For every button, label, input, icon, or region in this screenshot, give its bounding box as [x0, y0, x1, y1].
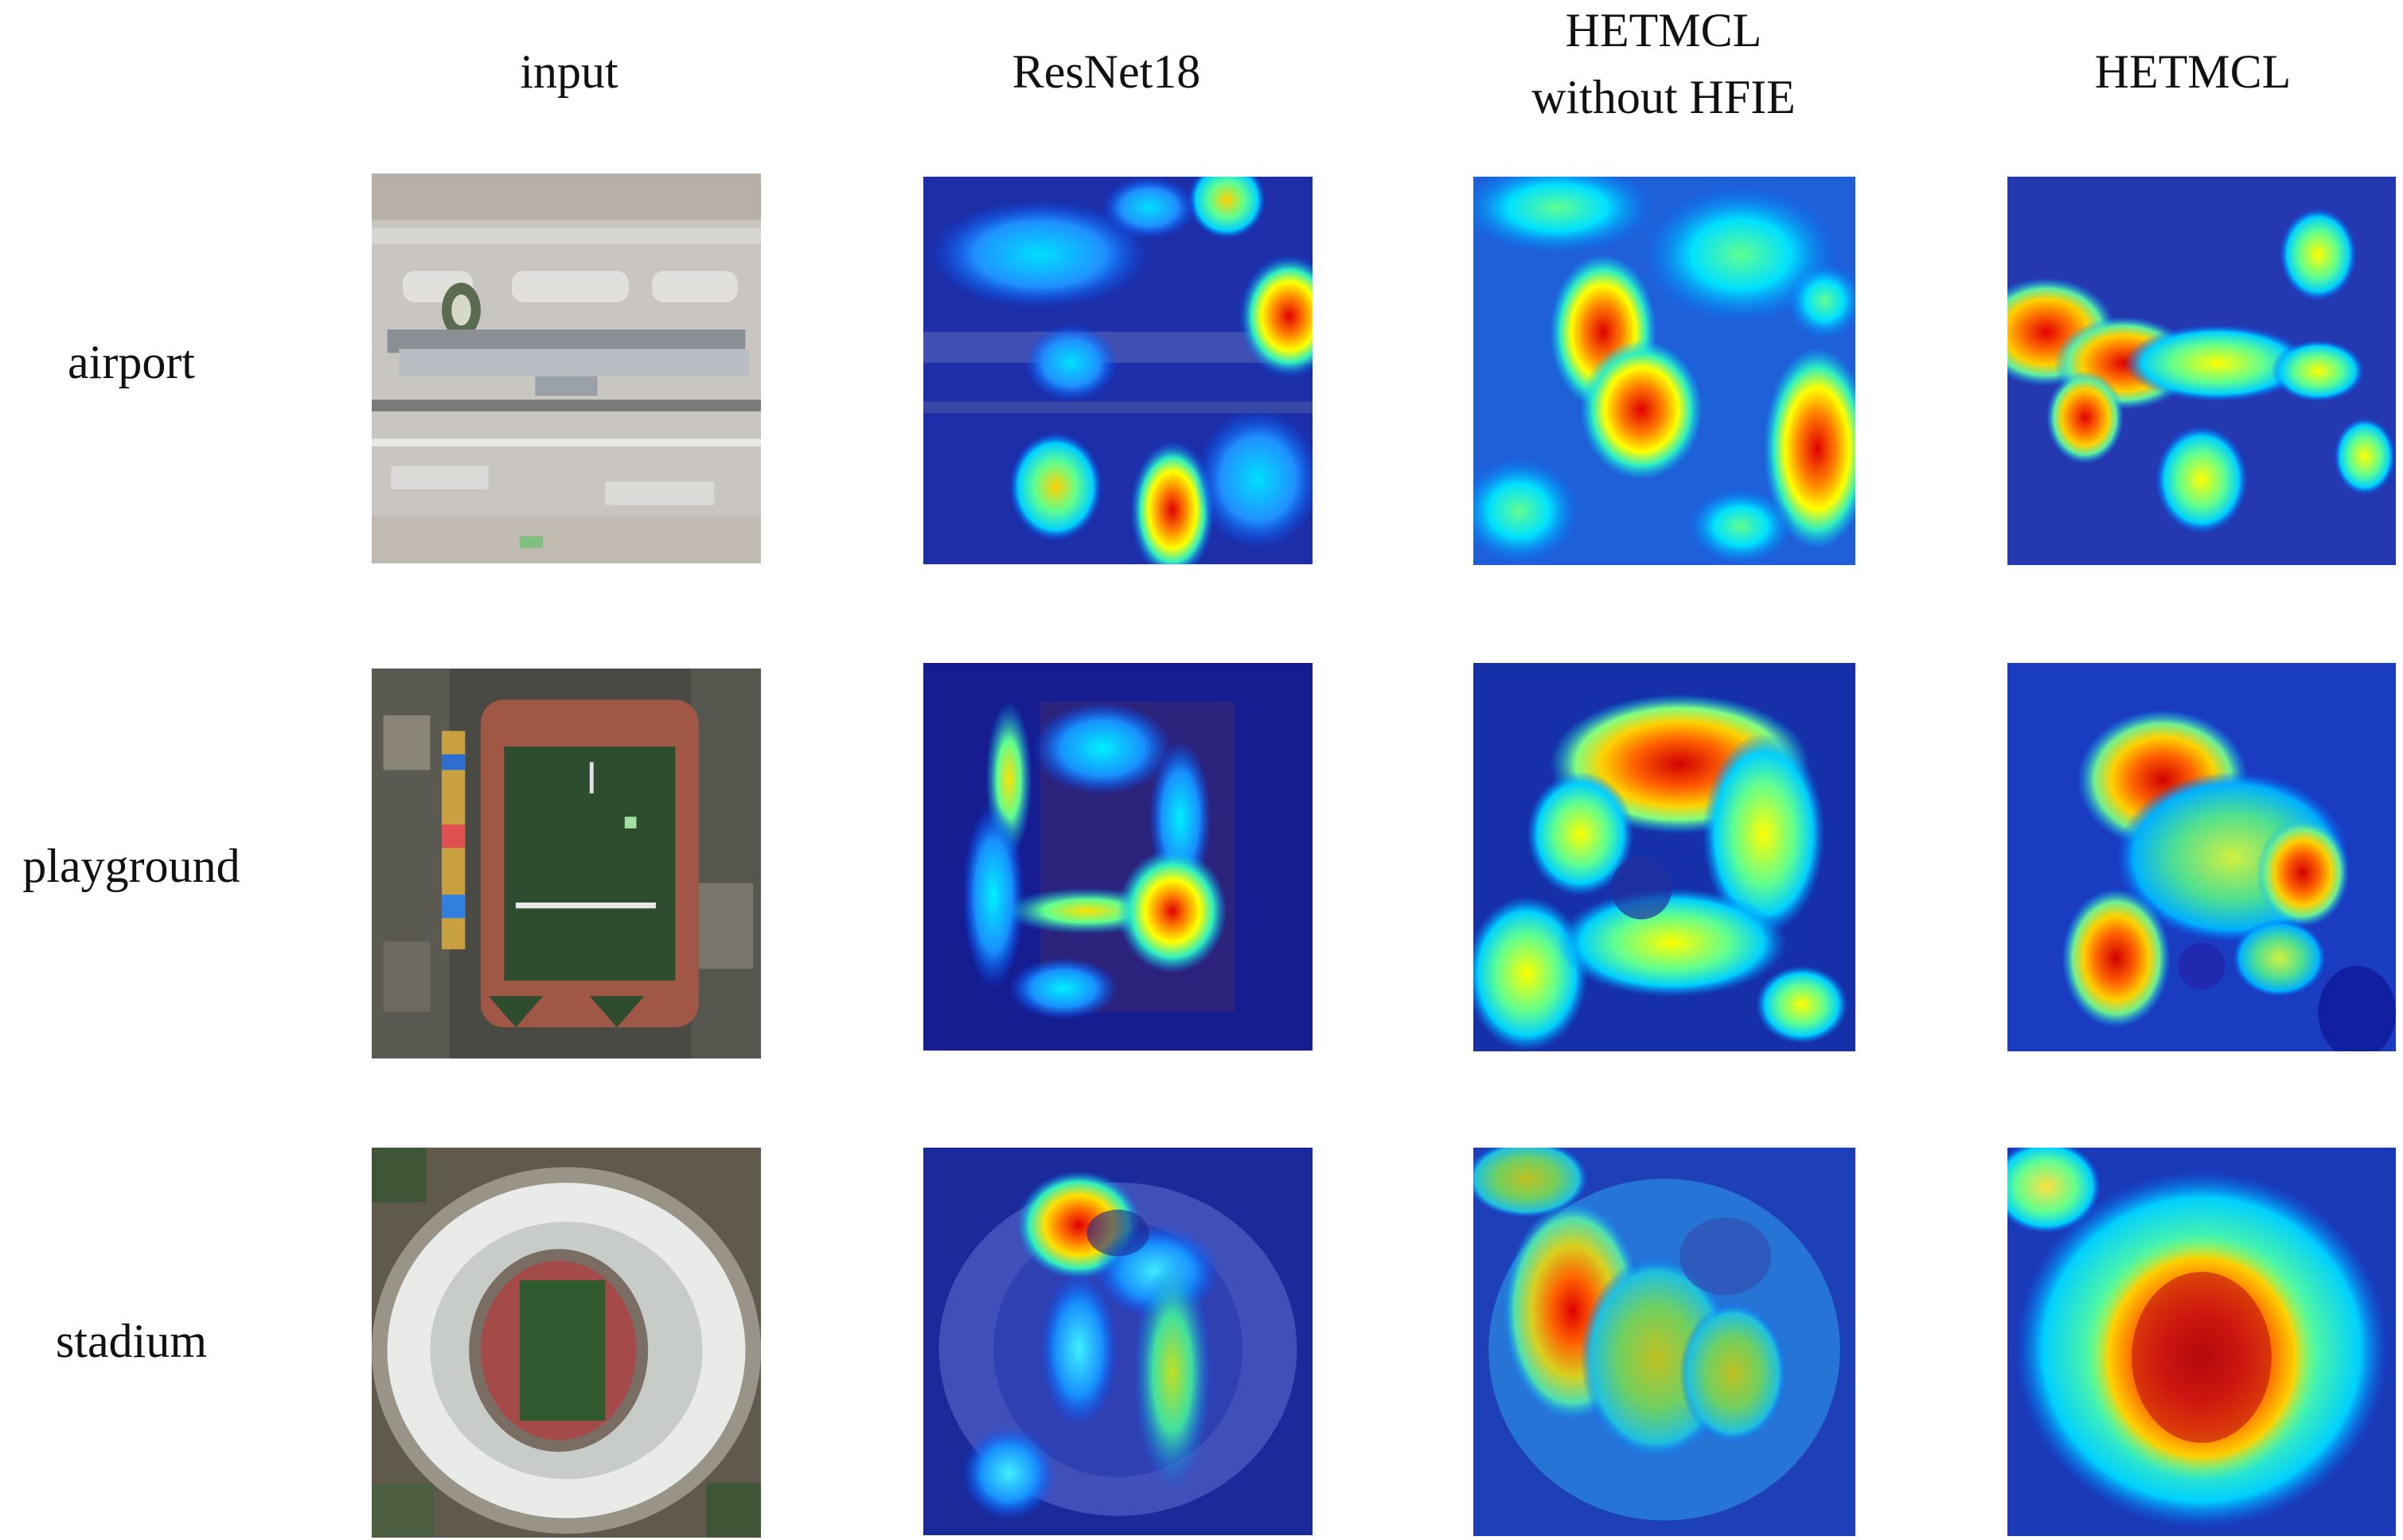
column-header-input: input	[520, 45, 618, 98]
row-label-playground: playground	[22, 840, 240, 892]
stadium-hetmcl-without-hfie-heatmap	[1473, 1148, 1855, 1536]
column-header-resnet18: ResNet18	[1012, 45, 1201, 98]
airport-hetmcl-heatmap	[2007, 177, 2396, 565]
playground-resnet18-heatmap	[923, 663, 1313, 1051]
playground-input-image	[372, 669, 761, 1059]
row-label-airport: airport	[68, 336, 195, 388]
column-header-hetmcl: HETMCL	[2094, 45, 2292, 98]
stadium-input-image	[372, 1148, 761, 1538]
column-header-line-1: HETMCL	[1565, 4, 1762, 57]
column-header-line-2: without HFIE	[1531, 71, 1796, 123]
stadium-hetmcl-heatmap	[2007, 1148, 2396, 1536]
airport-input-image	[372, 173, 761, 563]
stadium-resnet18-heatmap	[923, 1148, 1313, 1535]
playground-hetmcl-without-hfie-heatmap	[1473, 663, 1855, 1051]
row-label-stadium: stadium	[56, 1315, 207, 1367]
playground-hetmcl-heatmap	[2007, 663, 2396, 1051]
airport-hetmcl-without-hfie-heatmap	[1473, 177, 1855, 565]
column-header-hetmcl-without-hfie: HETMCL without HFIE	[1465, 0, 1863, 131]
airport-resnet18-heatmap	[923, 177, 1313, 564]
